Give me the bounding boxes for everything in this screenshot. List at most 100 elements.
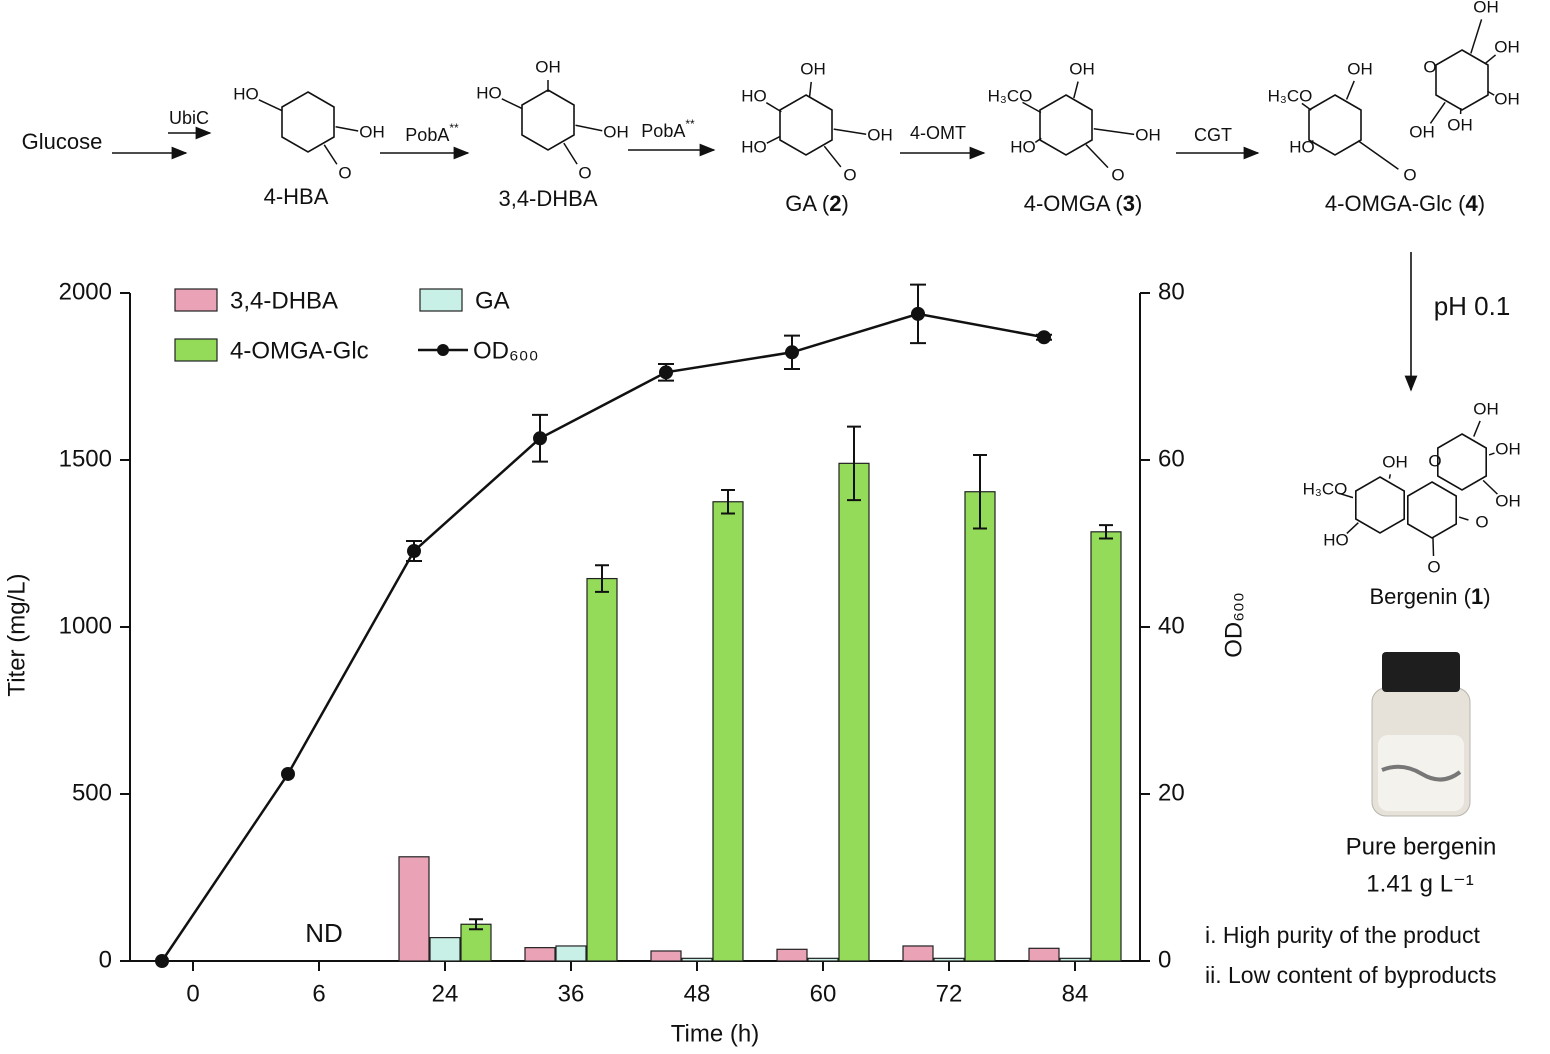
bond — [1432, 537, 1435, 557]
bond — [766, 135, 781, 144]
error-bar — [973, 453, 987, 530]
compound-name-part: ) — [1483, 584, 1490, 609]
atom-label: OH — [1473, 0, 1499, 16]
y2-tick-label: 80 — [1158, 278, 1185, 305]
y-tick-label: 500 — [72, 779, 112, 806]
bond — [1346, 522, 1359, 534]
start-compound: Glucose — [22, 129, 103, 154]
bond — [1357, 140, 1399, 170]
y-axis-title: Titer (mg/L) — [3, 573, 30, 696]
enzyme-sup: ** — [449, 121, 459, 135]
compound-name-part: 4-HBA — [264, 184, 329, 209]
x-tick-label: 84 — [1062, 980, 1089, 1007]
bar — [681, 957, 713, 962]
compound-name-part: 4-OMGA-Glc ( — [1325, 191, 1466, 216]
error-bar — [469, 918, 483, 931]
bond — [1488, 452, 1495, 456]
enzyme: 4-OMT — [910, 123, 966, 143]
line — [160, 312, 1045, 962]
atom-label: O — [578, 163, 591, 182]
legend-label: 3,4-DHBA — [230, 287, 338, 314]
atom-label: OH — [867, 125, 893, 144]
compound-name: 3,4-DHBA — [498, 186, 597, 211]
enzyme: PobA** — [641, 117, 695, 141]
compound-name-part: Bergenin ( — [1369, 584, 1471, 609]
bar — [555, 945, 587, 962]
atom-label: OH — [1494, 37, 1520, 56]
point — [281, 766, 295, 781]
bond — [335, 126, 359, 132]
y2-tick-label: 20 — [1158, 779, 1185, 806]
enzyme-name: UbiC — [169, 108, 209, 128]
enzyme: CGT — [1194, 125, 1232, 145]
bar — [933, 957, 965, 962]
bond — [1093, 127, 1135, 136]
atom-label: H₃CO — [1268, 86, 1313, 105]
x-tick-label: 6 — [312, 980, 325, 1007]
atom-label: HO — [741, 137, 767, 156]
y2-tick-label: 60 — [1158, 445, 1185, 472]
y2-axis-title: OD₆₀₀ — [1220, 592, 1247, 658]
bond — [1429, 101, 1446, 124]
atom-label: O — [1428, 451, 1441, 470]
bar — [712, 501, 744, 962]
bond — [1301, 102, 1312, 111]
bond — [1458, 516, 1469, 521]
compound-name-part: 3 — [1123, 191, 1135, 216]
legend-swatch — [174, 338, 218, 362]
ring — [1437, 433, 1487, 491]
enzyme-name: 4-OMT — [910, 123, 966, 143]
bond — [808, 81, 812, 98]
bond — [1073, 81, 1079, 99]
atom-label: OH — [1494, 89, 1520, 108]
atom-label: O — [1403, 165, 1416, 184]
error-bar — [847, 425, 861, 502]
y2-tick-label: 40 — [1158, 612, 1185, 639]
atom-label: OH — [1347, 59, 1373, 78]
bond — [1388, 474, 1392, 479]
atom-label: OH — [1447, 115, 1473, 134]
atom-label: HO — [741, 86, 767, 105]
bond — [501, 98, 523, 110]
bar — [1059, 957, 1091, 962]
bond — [563, 142, 578, 165]
legend-label: OD₆₀₀ — [473, 337, 539, 364]
bar — [902, 945, 934, 962]
atom-label: OH — [1409, 122, 1435, 141]
annotation: ND — [305, 918, 343, 948]
bar — [460, 923, 492, 962]
bar — [429, 937, 461, 962]
compound-name-part: 4 — [1465, 191, 1478, 216]
bar — [1090, 531, 1122, 962]
atom-label: HO — [233, 84, 259, 103]
arrows — [112, 126, 1418, 392]
bond — [1473, 420, 1481, 437]
photo-caption: Pure bergenin — [1346, 833, 1497, 860]
bond — [1482, 479, 1498, 495]
atom-label: OH — [603, 122, 629, 141]
atom-label: OH — [359, 122, 385, 141]
point — [533, 431, 547, 446]
ring — [1407, 481, 1457, 539]
atom-label: H₃CO — [1303, 479, 1348, 498]
y-tick-label: 0 — [99, 946, 112, 973]
x-tick-label: 48 — [684, 980, 711, 1007]
compound-name-part: 2 — [829, 191, 841, 216]
compound-name-part: 1 — [1471, 584, 1483, 609]
compound-name: 4-OMGA (3) — [1024, 191, 1143, 216]
atom-label: O — [843, 165, 856, 184]
bar — [1028, 947, 1060, 962]
legend-swatch — [174, 288, 218, 312]
note: ii. Low content of byproducts — [1205, 962, 1497, 988]
ring — [1039, 94, 1093, 156]
error-bar — [1099, 524, 1113, 540]
legend-point — [437, 344, 449, 356]
x-axis-title: Time (h) — [671, 1020, 759, 1047]
bond — [1345, 80, 1355, 100]
x-tick-label: 72 — [936, 980, 963, 1007]
compound-name-part: 4-OMGA ( — [1024, 191, 1124, 216]
point — [911, 306, 925, 321]
atom-label: O — [1423, 57, 1436, 76]
enzyme-sup: ** — [685, 117, 695, 131]
